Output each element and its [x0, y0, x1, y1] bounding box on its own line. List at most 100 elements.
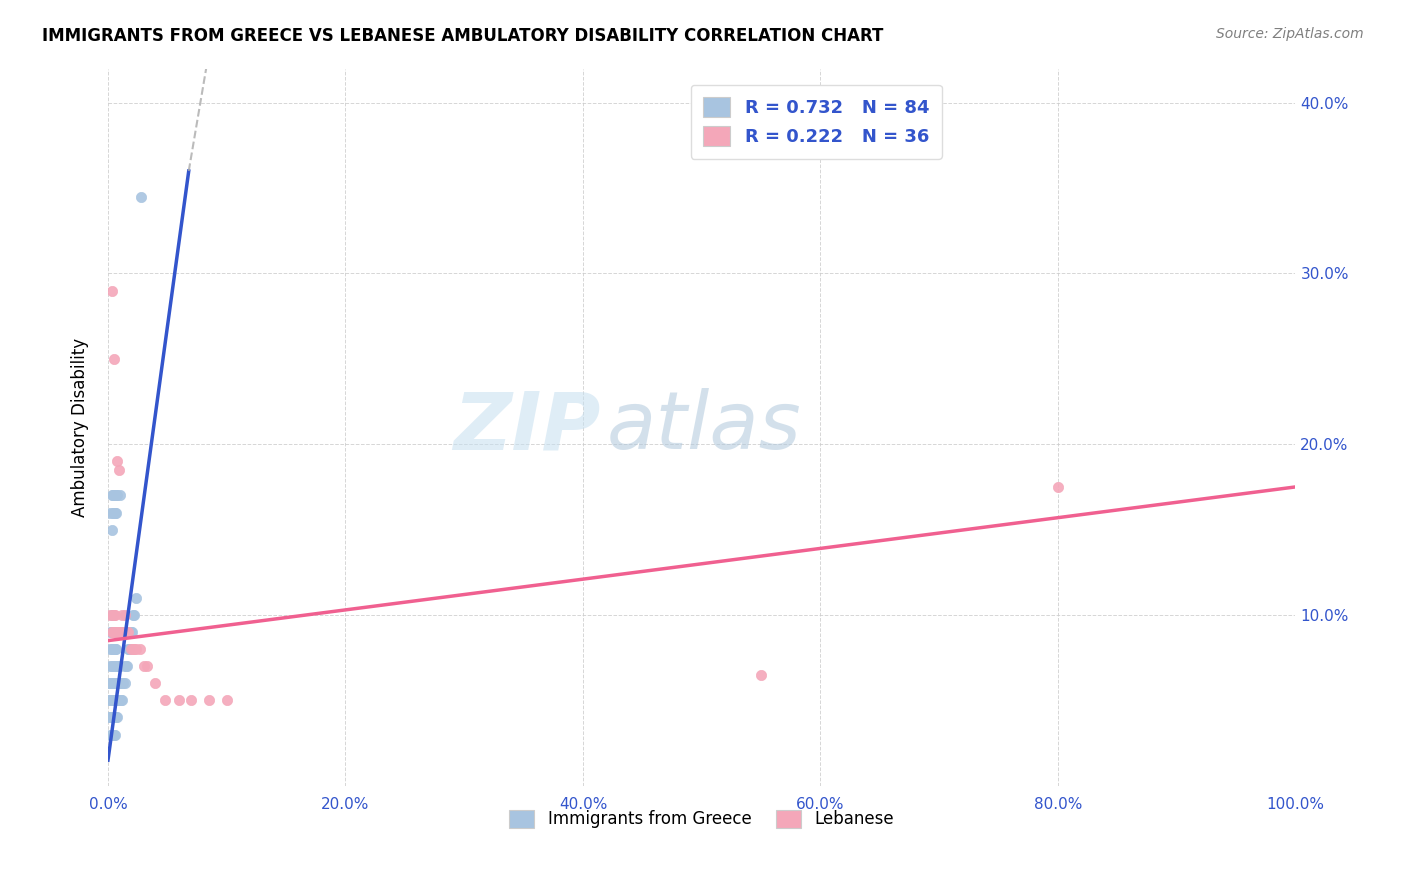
Text: Source: ZipAtlas.com: Source: ZipAtlas.com [1216, 27, 1364, 41]
Point [108, 625, 131, 640]
Point [98, 710, 121, 724]
Point [115, 625, 138, 640]
Point [103, 693, 125, 707]
Point [105, 676, 128, 690]
Point [103, 488, 125, 502]
Point [100, 710, 122, 724]
Point [103, 676, 125, 690]
Point [115, 659, 138, 673]
Point [104, 710, 127, 724]
Point [122, 607, 145, 622]
Point [122, 642, 145, 657]
Point [98, 710, 121, 724]
Point [198, 693, 221, 707]
Point [120, 642, 142, 657]
Point [104, 693, 127, 707]
Point [112, 676, 135, 690]
Point [108, 676, 131, 690]
Point [101, 676, 124, 690]
Point [114, 607, 136, 622]
Point [105, 625, 128, 640]
Text: IMMIGRANTS FROM GREECE VS LEBANESE AMBULATORY DISABILITY CORRELATION CHART: IMMIGRANTS FROM GREECE VS LEBANESE AMBUL… [42, 27, 883, 45]
Point [101, 727, 124, 741]
Point [104, 727, 127, 741]
Point [107, 676, 129, 690]
Point [110, 625, 132, 640]
Point [98, 625, 121, 640]
Point [101, 659, 124, 673]
Point [118, 642, 141, 657]
Point [98, 693, 121, 707]
Point [107, 659, 129, 673]
Point [129, 642, 152, 657]
Point [104, 488, 127, 502]
Point [101, 625, 124, 640]
Point [167, 693, 190, 707]
Point [100, 625, 122, 640]
Point [100, 659, 122, 673]
Point [105, 506, 128, 520]
Point [98, 727, 121, 741]
Point [111, 676, 134, 690]
Point [104, 607, 127, 622]
Point [105, 488, 128, 502]
Y-axis label: Ambulatory Disability: Ambulatory Disability [72, 337, 89, 516]
Point [111, 693, 134, 707]
Point [107, 659, 129, 673]
Point [103, 659, 125, 673]
Point [136, 659, 159, 673]
Point [108, 488, 131, 502]
Point [101, 607, 124, 622]
Point [114, 676, 136, 690]
Point [104, 642, 127, 657]
Point [105, 693, 128, 707]
Point [125, 642, 148, 657]
Point [153, 693, 176, 707]
Point [100, 693, 122, 707]
Point [100, 625, 122, 640]
Point [125, 591, 148, 605]
Point [98, 676, 121, 690]
Legend: Immigrants from Greece, Lebanese: Immigrants from Greece, Lebanese [502, 803, 901, 835]
Point [101, 710, 124, 724]
Point [101, 693, 124, 707]
Point [100, 676, 122, 690]
Point [101, 607, 124, 622]
Point [104, 625, 127, 640]
Point [180, 693, 202, 707]
Point [107, 454, 129, 468]
Point [104, 506, 127, 520]
Point [103, 506, 125, 520]
Point [107, 676, 129, 690]
Point [111, 607, 134, 622]
Point [110, 693, 132, 707]
Point [101, 506, 124, 520]
Point [107, 625, 129, 640]
Text: ZIP: ZIP [453, 388, 600, 467]
Point [101, 642, 124, 657]
Point [114, 659, 136, 673]
Point [100, 523, 122, 537]
Point [749, 667, 772, 681]
Point [103, 642, 125, 657]
Point [117, 625, 139, 640]
Point [103, 625, 125, 640]
Point [145, 676, 167, 690]
Point [101, 625, 124, 640]
Point [105, 659, 128, 673]
Point [100, 488, 122, 502]
Point [107, 488, 129, 502]
Point [107, 693, 129, 707]
Point [98, 659, 121, 673]
Point [105, 642, 128, 657]
Point [114, 659, 136, 673]
Point [120, 625, 142, 640]
Point [215, 693, 238, 707]
Point [103, 607, 125, 622]
Point [100, 642, 122, 657]
Point [107, 625, 129, 640]
Point [132, 659, 155, 673]
Point [107, 463, 129, 477]
Point [112, 625, 135, 640]
Point [110, 676, 132, 690]
